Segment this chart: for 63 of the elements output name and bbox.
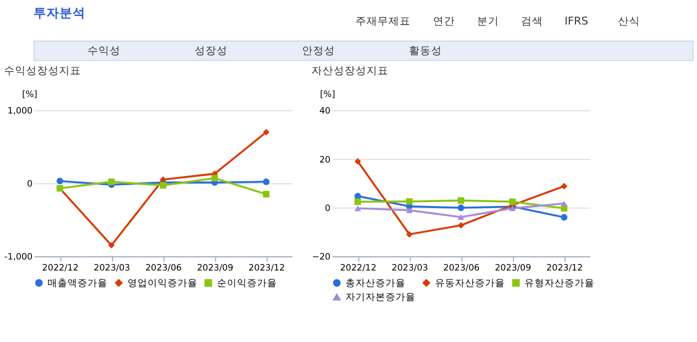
y-axis-title: [%] [22, 90, 38, 100]
x-tick-label: 2023/12 [546, 263, 583, 274]
text: 검색 [520, 14, 543, 28]
point [262, 190, 270, 198]
point [458, 204, 464, 212]
y-tick-label: -1,000 [4, 252, 33, 263]
legend-label: 유동자산증가율 [435, 278, 506, 289]
y-tick-label: 20 [319, 155, 330, 166]
legend-label: 총자산증가율 [346, 278, 406, 289]
x-tick-label: 2023/09 [196, 263, 234, 274]
x-tick-label: 2023/03 [392, 263, 428, 274]
text: 산식 [618, 14, 640, 28]
legend-label: 유형자산증가율 [524, 278, 595, 289]
text: 안정성 [302, 44, 335, 57]
chart-title: 수익성장성지표 [4, 64, 81, 78]
point [406, 207, 413, 214]
point [354, 198, 362, 205]
point [160, 176, 166, 183]
y-tick-label: 0 [27, 180, 33, 190]
text: 수익성 [88, 44, 121, 57]
point [560, 182, 568, 190]
point [560, 200, 568, 206]
x-tick-label: 2022/12 [340, 263, 376, 274]
point [458, 214, 464, 220]
y-tick-label: 40 [319, 106, 330, 117]
point [509, 198, 516, 205]
point [211, 174, 218, 182]
point [56, 178, 64, 184]
text: IFRS [564, 14, 588, 28]
y-axis-title: [%] [320, 90, 336, 100]
text: 투자분석 [34, 4, 86, 20]
legend-label: 영업이익증가율 [128, 278, 198, 289]
y-tick-label: 0 [324, 204, 330, 214]
point [458, 222, 464, 229]
legend-label: 매출액증가율 [48, 278, 108, 289]
point [354, 192, 362, 200]
legend-label: 자기자본증가율 [346, 292, 416, 304]
point [160, 182, 166, 189]
point [560, 214, 568, 221]
point [354, 158, 362, 165]
legend-label: 순이익증가율 [217, 278, 278, 289]
point [354, 205, 362, 212]
chart-title: 자산성장성지표 [312, 64, 389, 78]
point [262, 178, 270, 186]
x-tick-label: 2023/06 [145, 263, 182, 274]
text: 주재무제표 [355, 14, 410, 28]
x-tick-label: 2022/12 [42, 263, 79, 274]
x-tick-label: 2023/03 [94, 263, 130, 274]
x-tick-label: 2023/09 [494, 263, 532, 274]
y-tick-label: 1,000 [8, 106, 33, 117]
point [108, 242, 115, 249]
text: 활동성 [408, 44, 442, 57]
text: 성장성 [194, 44, 228, 57]
point [406, 198, 413, 205]
x-tick-label: 2023/06 [443, 263, 480, 274]
x-tick-label: 2023/12 [248, 263, 285, 274]
text: 연간 [433, 14, 456, 28]
point [108, 178, 115, 186]
point [262, 128, 270, 136]
y-tick-label: −20 [312, 252, 330, 263]
point [458, 197, 464, 204]
text: 분기 [476, 14, 499, 28]
point [406, 231, 413, 238]
